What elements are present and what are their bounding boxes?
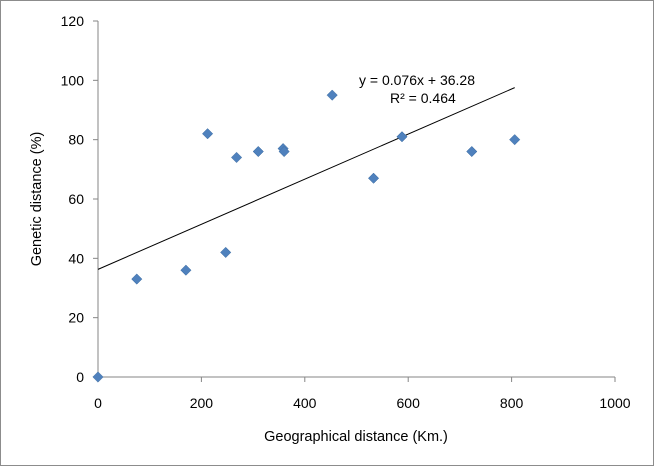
x-tick-label: 600 (397, 395, 421, 411)
trendline (97, 87, 515, 270)
data-point-marker (396, 131, 408, 143)
y-axis-ticks: 0 20 40 60 80 100 120 (61, 13, 98, 385)
y-tick-label: 80 (68, 132, 84, 148)
x-tick-label: 200 (190, 395, 214, 411)
x-axis-title: Geographical distance (Km.) (264, 429, 448, 445)
trendline-r-squared: R² = 0.464 (390, 90, 456, 106)
x-tick-label: 1000 (599, 395, 630, 411)
y-tick-label: 60 (68, 191, 84, 207)
data-point-marker (180, 264, 192, 276)
data-point-marker (220, 246, 232, 258)
data-point-marker (202, 128, 214, 140)
data-point-marker (252, 145, 264, 158)
data-point-marker (92, 371, 104, 383)
x-tick-label: 0 (94, 395, 102, 411)
trendline-group (97, 87, 515, 270)
data-points (92, 89, 521, 383)
y-tick-label: 0 (76, 369, 84, 385)
data-point-marker (509, 134, 521, 146)
y-tick-label: 100 (61, 72, 85, 88)
y-tick-label: 40 (68, 250, 84, 266)
data-point-marker (231, 151, 243, 164)
data-point-marker (326, 89, 338, 101)
trendline-equation: y = 0.076x + 36.28 (359, 72, 475, 88)
data-point-marker (278, 145, 290, 158)
y-tick-label: 120 (61, 13, 85, 29)
x-tick-label: 800 (500, 395, 524, 411)
data-point-marker (131, 273, 143, 285)
x-tick-label: 400 (293, 395, 317, 411)
y-tick-label: 20 (68, 310, 84, 326)
data-point-marker (466, 145, 478, 158)
y-axis-title: Genetic distance (%) (29, 132, 45, 267)
data-point-marker (368, 172, 380, 184)
x-axis-ticks: 0 200 400 600 800 1000 (94, 377, 631, 411)
